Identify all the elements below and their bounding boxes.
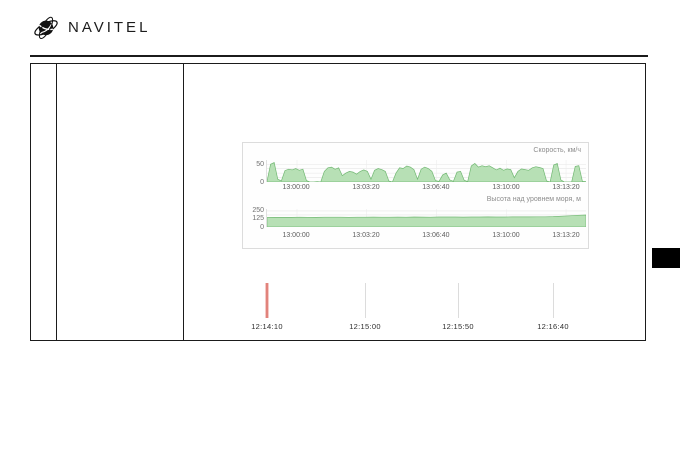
timeline-tick-marker — [552, 283, 554, 318]
x-tick-label: 13:03:20 — [352, 232, 380, 239]
navitel-logo: NAVITEL — [31, 12, 150, 42]
x-tick-label: 13:06:40 — [422, 232, 450, 239]
timeline-tick-marker-current — [265, 283, 269, 318]
y-tick-label: 50 — [256, 160, 264, 168]
x-tick-label: 13:13:20 — [552, 184, 580, 191]
x-tick-label: 13:13:20 — [552, 232, 580, 239]
altitude-chart-title: Высота над уровнем моря, м — [486, 196, 581, 203]
track-charts-panel: Скорость, км/ч 13:00:00 13:03:20 13:06:40 1… — [242, 142, 589, 249]
table-column-divider — [183, 64, 184, 340]
x-tick-label: 13:00:00 — [282, 232, 310, 239]
header-divider — [30, 55, 648, 57]
timeline-tick-marker — [457, 283, 459, 318]
timeline-timestamp: 12:16:40 — [537, 322, 569, 331]
altitude-area-chart — [266, 209, 586, 227]
table-column-divider — [56, 64, 57, 340]
video-timeline: 12:14:10 12:15:00 12:15:50 12:16:40 — [183, 283, 646, 335]
timeline-timestamp: 12:15:50 — [442, 322, 474, 331]
x-tick-label: 13:03:20 — [352, 184, 380, 191]
timeline-tick-marker — [364, 283, 366, 318]
x-tick-label: 13:10:00 — [492, 232, 520, 239]
logo-wordmark: NAVITEL — [68, 18, 151, 36]
speed-chart-title: Скорость, км/ч — [533, 147, 581, 154]
speed-area-chart — [266, 160, 586, 182]
y-tick-label: 0 — [260, 223, 264, 231]
timeline-timestamp: 12:14:10 — [251, 322, 283, 331]
x-tick-label: 13:06:40 — [422, 184, 450, 191]
x-tick-label: 13:00:00 — [282, 184, 310, 191]
speed-x-axis: 13:00:00 13:03:20 13:06:40 13:10:00 13:13:20 — [266, 184, 586, 192]
page-edge-section-tab — [652, 248, 680, 268]
navitel-globe-icon — [34, 16, 58, 40]
timeline-timestamp: 12:15:00 — [349, 322, 381, 331]
manual-table — [30, 63, 646, 341]
y-tick-label: 125 — [252, 215, 264, 223]
y-tick-label: 0 — [260, 178, 264, 186]
y-tick-label: 250 — [252, 207, 264, 215]
x-tick-label: 13:10:00 — [492, 184, 520, 191]
altitude-x-axis: 13:00:00 13:03:20 13:06:40 13:10:00 13:13:20 — [266, 232, 586, 240]
